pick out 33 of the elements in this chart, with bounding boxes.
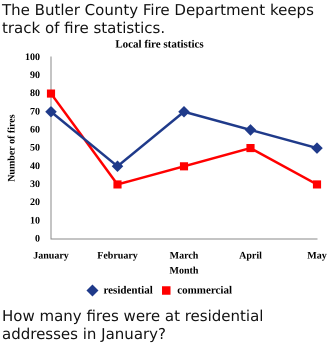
- x-tick-label: February: [97, 250, 138, 262]
- y-tick-label: 10: [30, 215, 40, 226]
- y-tick-label: 20: [30, 197, 40, 208]
- point: [180, 162, 188, 170]
- point: [112, 161, 123, 172]
- y-tick-label: 50: [30, 142, 40, 154]
- x-tick-label: April: [239, 250, 262, 262]
- y-tick-label: 80: [30, 88, 40, 100]
- y-tick-label: 100: [25, 52, 40, 63]
- text: How many fires were at residential addresses in January?: [1, 306, 264, 344]
- point: [178, 106, 190, 117]
- y-tick-label: 60: [30, 124, 40, 136]
- text: The Butler County Fire Department keeps track of fire statistics.: [1, 0, 315, 38]
- y-tick-label: 70: [30, 106, 40, 118]
- point: [46, 89, 56, 98]
- y-tick-label: 90: [30, 70, 40, 81]
- point: [113, 180, 122, 189]
- point: [312, 142, 322, 154]
- x-tick-label: May: [307, 250, 327, 262]
- chart-title: Local fire statistics: [115, 38, 204, 50]
- legend-label: residential: [103, 284, 153, 296]
- point: [312, 180, 322, 189]
- x-tick-label: March: [170, 250, 199, 262]
- x-axis-title: Month: [170, 266, 199, 277]
- point: [46, 106, 56, 117]
- point: [245, 124, 256, 136]
- x-tick-label: January: [33, 250, 69, 262]
- point: [246, 144, 255, 152]
- y-tick-label: 0: [35, 234, 40, 245]
- y-tick-label: 30: [30, 179, 40, 190]
- legend-label: commercial: [177, 284, 232, 296]
- y-axis-title: Number of fires: [6, 114, 18, 182]
- y-tick-label: 40: [30, 160, 40, 172]
